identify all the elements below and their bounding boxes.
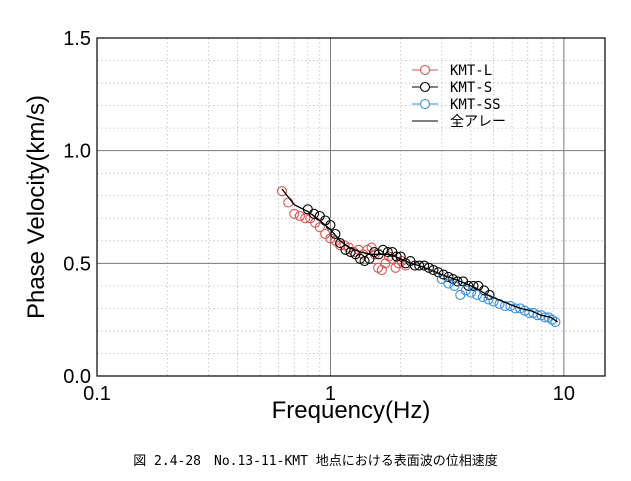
data-point [455,289,466,300]
data-point [443,278,454,289]
data-point [468,280,479,291]
series-KMT-L [276,186,411,276]
data-point [472,289,483,300]
series-KMT-S [302,204,495,300]
data-point [391,251,402,262]
legend-label: KMT-L [450,63,492,79]
data-point [382,247,393,258]
data-point [294,210,305,222]
legend-item: KMT-SS [412,97,501,113]
y-tick-label: 1.0 [63,141,91,163]
legend-marker [419,98,431,110]
x-tick-label: 1 [325,383,336,405]
data-point [433,267,444,278]
data-point [547,314,558,325]
legend-item: KMT-L [412,63,492,79]
phase-velocity-chart: 0.1 1 10 0.0 0.5 1.0 1.5 Frequency(Hz) Phase V… [23,28,606,424]
y-axis-title: Phase Velocity(km/s) [23,95,50,319]
plot-series [276,186,561,327]
legend-label: KMT-SS [450,97,501,113]
data-point [543,312,554,323]
data-point [359,256,370,267]
data-point [314,222,325,233]
y-tick-label: 1.5 [63,28,91,50]
plot-frame [96,37,606,377]
data-point [500,301,511,312]
data-point [380,258,391,269]
x-axis-title: Frequency(Hz) [272,397,431,424]
data-point [438,269,449,280]
data-point [289,208,300,219]
data-point [460,285,471,296]
grid-lines [96,37,605,377]
tick-labels: 0.1 1 10 0.0 0.5 1.0 1.5 [63,28,575,405]
data-point [276,186,288,197]
figure-caption: 図 2.4-28 No.13-11-KMT 地点における表面波の位相速度 [133,454,498,469]
series-全アレー [281,188,558,323]
y-tick-label: 0.0 [63,366,91,388]
legend-marker [419,64,431,76]
data-point [335,238,346,249]
data-point [300,213,311,224]
data-point [308,208,320,219]
data-point [449,280,460,291]
series-KMT-SS [436,274,561,327]
data-point [515,303,526,314]
y-tick-label: 0.5 [63,253,91,275]
legend-marker [419,81,431,93]
data-point [414,260,425,271]
data-point [465,287,477,298]
x-tick-label: 10 [553,383,575,405]
data-point [428,265,439,276]
data-point [494,298,505,309]
legend-label: KMT-S [450,80,492,96]
series-line [281,188,558,323]
data-point [443,271,454,282]
data-point [393,258,404,269]
legend-item: KMT-S [412,80,492,96]
legend-label: 全アレー [450,113,506,130]
data-point [283,197,294,208]
data-point [330,228,341,240]
legend-item: 全アレー [412,113,506,130]
data-point [550,316,561,327]
x-tick-label: 0.1 [83,383,111,405]
